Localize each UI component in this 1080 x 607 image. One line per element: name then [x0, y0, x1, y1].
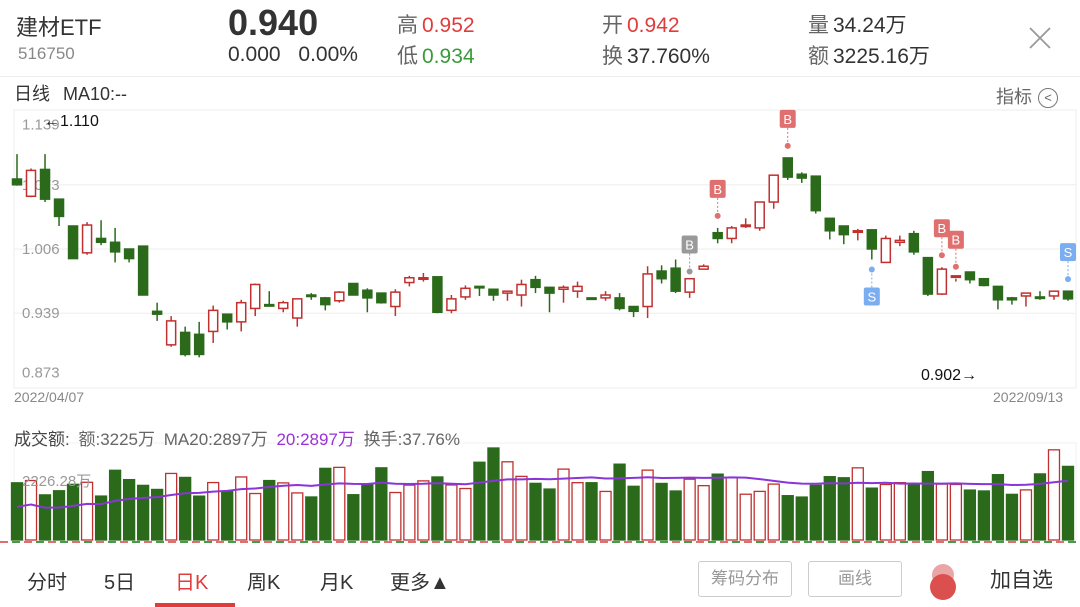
end-date: 2022/09/13: [993, 389, 1064, 405]
svg-text:2226.28万: 2226.28万: [22, 473, 91, 490]
turnover-label: 换: [602, 45, 623, 68]
chevron-left-icon: <: [1038, 88, 1058, 109]
amount-value: 3225.16万: [833, 45, 930, 68]
security-name: 建材ETF: [16, 15, 102, 40]
open-value: 0.942: [627, 14, 680, 37]
svg-text:B: B: [685, 238, 694, 253]
svg-text:B: B: [938, 221, 947, 236]
volume-ma20: MA20:2897万: [163, 430, 268, 449]
tab-5day[interactable]: 5日: [104, 572, 136, 594]
draw-line-button[interactable]: 画线: [808, 561, 902, 597]
svg-text:←1.110: ←1.110: [44, 113, 99, 130]
volume-label: 量: [808, 14, 829, 37]
change-percent: 0.00%: [298, 43, 358, 66]
low-stat: 低 0.934: [397, 40, 475, 70]
tab-monthly-k[interactable]: 月K: [320, 572, 354, 594]
tab-intraday[interactable]: 分时: [27, 572, 67, 594]
svg-text:B: B: [952, 233, 961, 248]
svg-text:0.902→: 0.902→: [921, 367, 977, 384]
indicator-button[interactable]: 指标 <: [996, 83, 1058, 109]
tab-more[interactable]: 更多▲: [390, 572, 450, 594]
svg-text:S: S: [1064, 245, 1073, 260]
svg-text:0.873: 0.873: [22, 364, 60, 381]
indicator-label: 指标: [996, 87, 1032, 107]
svg-text:1.006: 1.006: [22, 241, 60, 258]
close-icon[interactable]: [1026, 24, 1054, 52]
open-label: 开: [602, 14, 623, 37]
change-value: 0.000: [228, 43, 281, 66]
active-tab-indicator: [155, 603, 235, 607]
svg-text:1.139: 1.139: [22, 117, 60, 134]
period-label: 日线: [14, 84, 50, 104]
high-label: 高: [397, 14, 418, 37]
chip-distribution-button[interactable]: 筹码分布: [698, 561, 792, 597]
svg-text:0.939: 0.939: [22, 305, 60, 322]
amount-stat: 额 3225.16万: [808, 40, 930, 70]
last-price: 0.940: [228, 2, 319, 43]
volume-amount: 额:3225万: [78, 430, 156, 449]
volume-turnover: 换手:37.76%: [363, 430, 461, 449]
svg-text:S: S: [867, 290, 876, 305]
price-change: 0.000 0.00%: [228, 43, 370, 67]
open-stat: 开 0.942: [602, 9, 680, 39]
divider: [0, 541, 1080, 543]
kline-title: 日线 MA10:--: [14, 80, 135, 106]
add-watchlist-button[interactable]: 加自选: [990, 569, 1053, 592]
record-icon[interactable]: [930, 562, 956, 602]
high-stat: 高 0.952: [397, 9, 475, 39]
security-code: 516750: [18, 44, 75, 63]
volume-title: 成交额: 额:3225万 MA20:2897万 20:2897万 换手:37.7…: [14, 425, 464, 450]
low-label: 低: [397, 45, 418, 68]
tab-weekly-k[interactable]: 周K: [247, 572, 281, 594]
turnover-stat: 换 37.760%: [602, 40, 710, 70]
svg-text:B: B: [713, 182, 722, 197]
volume-title-label: 成交额:: [14, 430, 70, 449]
svg-text:B: B: [783, 112, 792, 127]
candlestick-chart[interactable]: 1.1391.0731.0060.9390.873BBBSBBS←1.1100.…: [0, 0, 1080, 545]
volume-value: 34.24万: [833, 14, 907, 37]
tab-daily-k[interactable]: 日K: [175, 572, 209, 594]
volume-stat: 量 34.24万: [808, 9, 907, 39]
start-date: 2022/04/07: [14, 389, 85, 405]
period-tabs: 分时 5日 日K 周K 月K 更多▲: [0, 562, 600, 607]
turnover-value: 37.760%: [627, 45, 710, 68]
volume-ma20-alt: 20:2897万: [276, 430, 355, 449]
ma-label: MA10:--: [63, 84, 128, 104]
high-value: 0.952: [422, 14, 475, 37]
low-value: 0.934: [422, 45, 475, 68]
amount-label: 额: [808, 45, 829, 68]
